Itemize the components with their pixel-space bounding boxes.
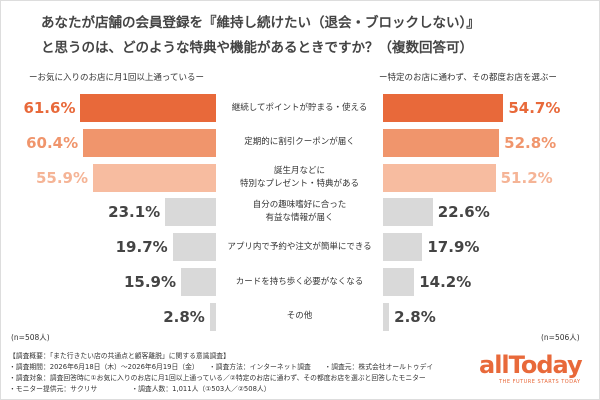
sample-size: (n=506人) <box>541 333 580 342</box>
bar <box>209 302 216 331</box>
bar <box>383 233 423 262</box>
value-label: 22.6% <box>437 203 490 222</box>
value-label: 55.9% <box>35 168 89 187</box>
value-label: 2.8% <box>163 307 205 326</box>
category-label: アプリ内で予約や注文が簡単にできる <box>227 241 372 252</box>
bar <box>383 268 415 296</box>
bar <box>383 198 433 227</box>
bar <box>80 94 216 122</box>
category-label: カードを持ち歩く必要がなくなる <box>235 276 364 287</box>
value-label: 60.4% <box>26 133 79 152</box>
category-label: 誕生月などに 特別なプレゼント・特典がある <box>239 165 359 189</box>
category-label: その他 <box>286 311 313 322</box>
bar <box>181 268 216 296</box>
bar <box>383 94 504 122</box>
category-label: 定期的に割引クーポンが届く <box>244 137 355 148</box>
category-label: 継続してポイントが貯まる・使える <box>231 102 368 113</box>
group-label: ーお気に入りのお店に月1回以上通っているー <box>29 73 204 83</box>
bar <box>165 198 216 227</box>
category-label: 自分の趣味嗜好に合った 有益な情報が届く <box>252 200 347 224</box>
bar <box>83 128 216 157</box>
value-label: 23.1% <box>108 203 161 222</box>
bar <box>93 163 216 192</box>
note: ・調査期間：2026年6月18日（木）～2026年6月19日（金） ・調査方法：… <box>9 363 434 371</box>
group-label: ー特定のお店に通わず、その都度お店を選ぶー <box>379 73 557 83</box>
value-label: 54.7% <box>508 99 561 117</box>
value-label: 15.9% <box>123 273 177 291</box>
logo: allToday <box>479 351 583 379</box>
bar <box>383 163 496 192</box>
note: ・調査対象：調査回答時に①お気に入りのお店に月1回以上通っている／②特定のお店に… <box>9 374 426 382</box>
value-label: 51.2% <box>500 168 553 187</box>
value-label: 14.2% <box>419 273 472 291</box>
chart-title: あなたが店舗の会員登録を『維持し続けたい（退会・ブロックしない）』 と思うのは、… <box>41 15 480 56</box>
bar <box>383 128 500 157</box>
note: 【調査概要：「また行きたい店の共通点と顧客離脱」に関する意識調査】 <box>9 352 230 360</box>
bar <box>172 233 216 262</box>
value-label: 2.8% <box>394 307 436 326</box>
bar <box>383 302 390 331</box>
logo-tagline: THE FUTURE STARTS TODAY <box>499 379 581 385</box>
value-label: 17.9% <box>427 238 480 257</box>
value-label: 61.6% <box>23 99 76 117</box>
value-label: 19.7% <box>115 238 168 257</box>
note: ・モニター提供元：サクリサ ・調査人数：1,011人（①503人／②508人） <box>9 385 271 393</box>
sample-size: (n=508人) <box>11 333 50 342</box>
value-label: 52.8% <box>504 133 557 152</box>
